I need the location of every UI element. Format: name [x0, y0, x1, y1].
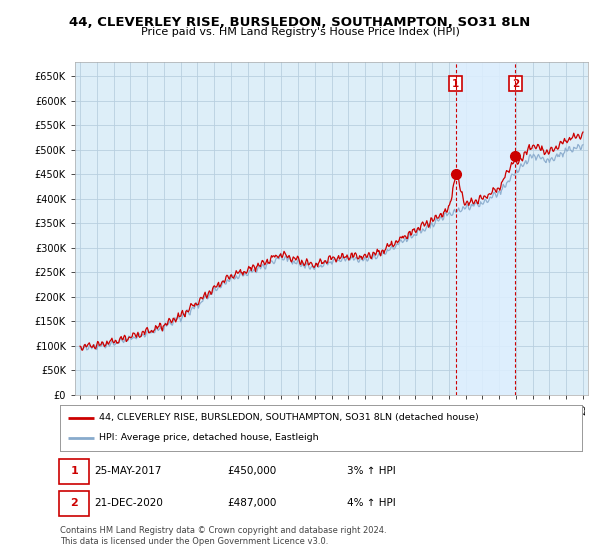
Text: 1: 1	[70, 466, 78, 476]
Bar	[455, 62, 515, 395]
FancyBboxPatch shape	[59, 491, 89, 516]
Text: 2: 2	[70, 498, 78, 508]
Text: £487,000: £487,000	[227, 498, 277, 508]
Text: Contains HM Land Registry data © Crown copyright and database right 2024.
This d: Contains HM Land Registry data © Crown c…	[60, 526, 386, 546]
Text: 2: 2	[512, 78, 519, 88]
Text: 4% ↑ HPI: 4% ↑ HPI	[347, 498, 396, 508]
Text: £450,000: £450,000	[227, 466, 276, 476]
Text: 3% ↑ HPI: 3% ↑ HPI	[347, 466, 396, 476]
Text: 44, CLEVERLEY RISE, BURSLEDON, SOUTHAMPTON, SO31 8LN (detached house): 44, CLEVERLEY RISE, BURSLEDON, SOUTHAMPT…	[99, 413, 479, 422]
Text: 25-MAY-2017: 25-MAY-2017	[94, 466, 161, 476]
Text: 1: 1	[452, 78, 459, 88]
Text: HPI: Average price, detached house, Eastleigh: HPI: Average price, detached house, East…	[99, 433, 319, 442]
Text: 21-DEC-2020: 21-DEC-2020	[94, 498, 163, 508]
Text: Price paid vs. HM Land Registry's House Price Index (HPI): Price paid vs. HM Land Registry's House …	[140, 27, 460, 38]
FancyBboxPatch shape	[59, 459, 89, 484]
Text: 44, CLEVERLEY RISE, BURSLEDON, SOUTHAMPTON, SO31 8LN: 44, CLEVERLEY RISE, BURSLEDON, SOUTHAMPT…	[70, 16, 530, 29]
